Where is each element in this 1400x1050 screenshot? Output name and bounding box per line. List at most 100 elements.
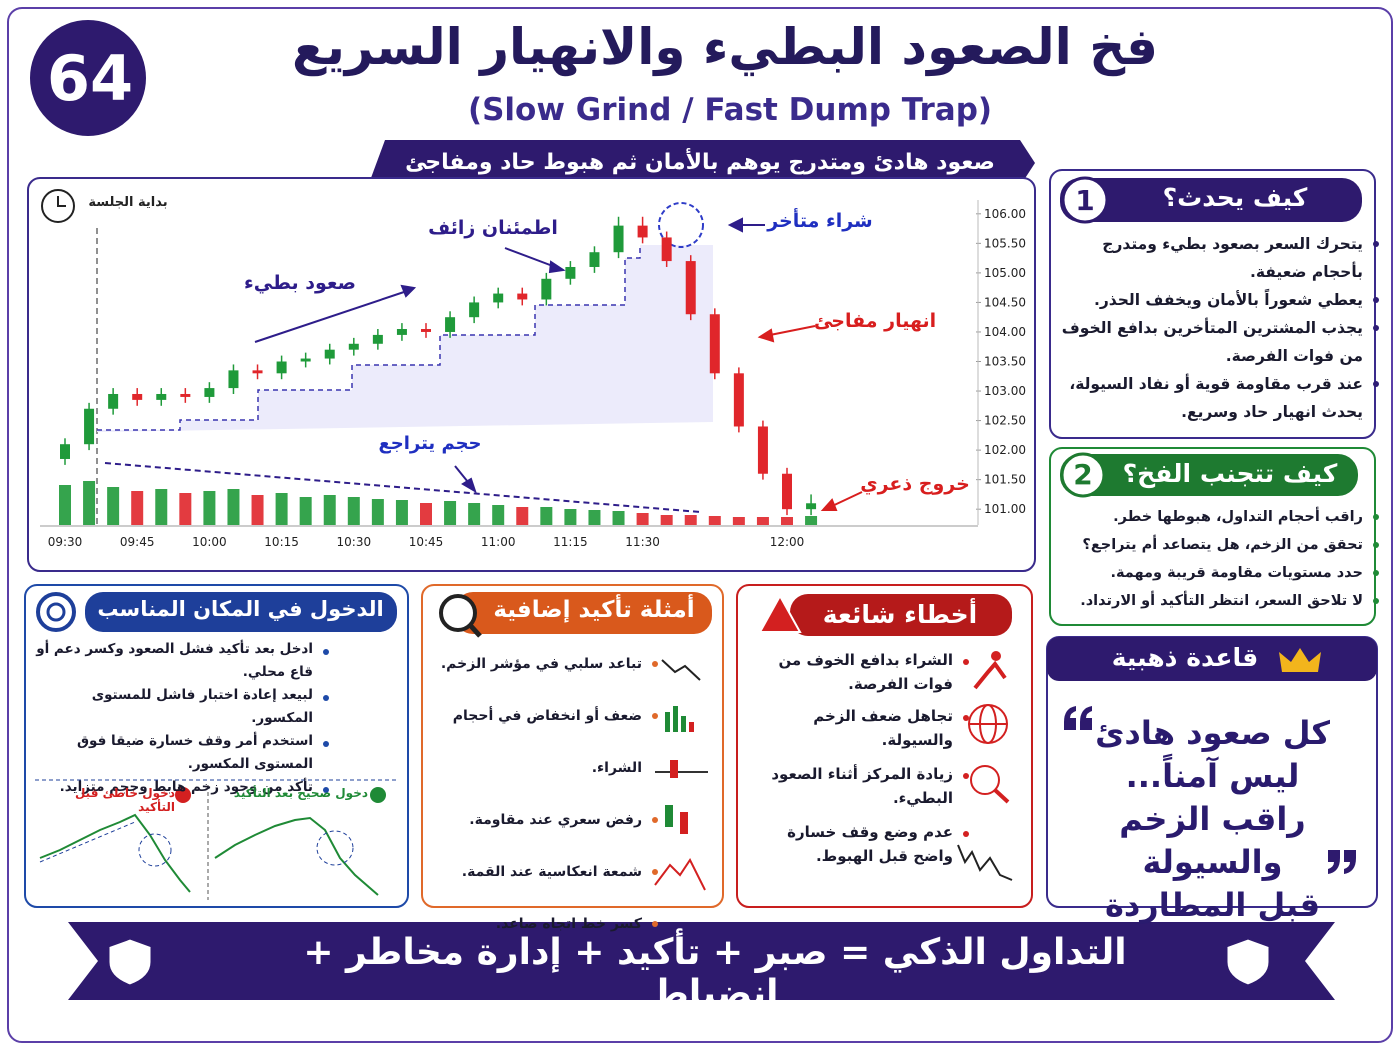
avoid-number: 2 xyxy=(1073,458,1093,491)
entry-title: الدخول في المكان المناسب xyxy=(97,597,384,621)
avoid-number-circle xyxy=(1060,452,1106,498)
confirm-header xyxy=(455,592,712,634)
list-item: لبيعد إعادة اختبار فاشل للمستوى المكسور. xyxy=(35,684,329,730)
quote-open xyxy=(1064,706,1092,730)
list-item: راقب أحجام التداول، هبوطها خطر. xyxy=(1058,503,1379,531)
list-item: ضعف أو انخفاض في أحجام الشراء. xyxy=(432,690,658,794)
mini-chart-wrong xyxy=(39,813,191,893)
annotation: حجم يتراجع xyxy=(378,433,481,454)
quote-line: كل صعود هادئ xyxy=(1095,714,1330,752)
volume-bar xyxy=(732,517,745,525)
volume-bar xyxy=(131,491,144,525)
banner-text: صعود هادئ ومتدرج يوهم بالأمان ثم هبوط حا… xyxy=(405,150,995,175)
candle-body xyxy=(517,293,528,300)
avoid-header xyxy=(1060,454,1358,496)
candle-body xyxy=(396,329,407,335)
support-steps xyxy=(97,245,641,431)
x-tick-label: 10:15 xyxy=(264,535,299,549)
how-title: كيف يحدث؟ xyxy=(1162,183,1308,212)
entry-panel xyxy=(24,584,409,908)
wrong-icon xyxy=(175,787,191,803)
volume-bar xyxy=(371,499,384,525)
candle-body xyxy=(613,225,624,253)
volume-bar xyxy=(516,507,529,525)
entry-header xyxy=(85,592,397,632)
x-tick-label: 09:30 xyxy=(48,535,83,549)
volume-bar xyxy=(708,516,721,525)
volume-bar xyxy=(588,510,601,525)
volume-bar xyxy=(420,503,432,525)
clock-hands xyxy=(57,196,66,207)
mistakes-panel xyxy=(736,584,1033,908)
confirm-icons xyxy=(654,659,708,891)
volume-bar xyxy=(107,487,120,525)
y-tick-label: 104.50 xyxy=(984,295,1026,309)
warning-icon xyxy=(758,593,802,633)
mini-circle xyxy=(316,830,354,866)
candle-body xyxy=(445,317,456,332)
annotation: شراء متأخر xyxy=(766,208,873,232)
volume-bar xyxy=(59,485,71,525)
list-item: عند قرب مقاومة قوية أو نفاد السيولة، يحد… xyxy=(1058,370,1379,426)
list-item: تحقق من الزخم، هل يتصاعد أم يتراجع؟ xyxy=(1058,531,1379,559)
x-tick-label: 11:00 xyxy=(481,535,516,549)
right-label: دخول صحيح بعد التأكيد xyxy=(233,786,368,800)
candle-body xyxy=(204,388,215,397)
quote-line: ليس آمناً... xyxy=(1125,757,1300,795)
quote-line: قبل المطاردة xyxy=(1104,886,1321,924)
mini-circle xyxy=(138,833,172,867)
quote-line: راقب الزخم والسيولة xyxy=(1119,800,1306,881)
footer-text: التداول الذكي = صبر + تأكيد + إدارة مخاط… xyxy=(303,932,1127,1014)
red-arrows xyxy=(757,325,863,511)
volume-bar xyxy=(636,513,649,525)
annotation: اطمئنان زائف xyxy=(428,217,558,239)
footer-ribbon xyxy=(68,922,1335,1000)
shield-icon xyxy=(1224,936,1272,988)
how-panel xyxy=(1049,169,1376,439)
x-tick-label: 10:30 xyxy=(337,535,372,549)
page-title: فخ الصعود البطيء والانهيار السريع xyxy=(291,18,1158,76)
candle-body xyxy=(806,503,817,510)
volume-bar xyxy=(564,509,577,525)
volume-bar xyxy=(83,481,96,525)
list-item: تباعد سلبي في مؤشر الزخم. xyxy=(432,638,658,690)
magnifier-handle xyxy=(468,623,482,638)
golden-title: قاعدة ذهبية xyxy=(1111,643,1259,672)
volume-bar xyxy=(251,495,264,525)
y-tick-label: 106.00 xyxy=(984,207,1026,221)
candle-body xyxy=(589,252,600,267)
x-tick-label: 11:15 xyxy=(553,535,588,549)
candle-body xyxy=(709,314,720,374)
candle-body xyxy=(324,349,335,359)
candle-body xyxy=(348,343,359,350)
volume-bar xyxy=(275,493,288,525)
y-tick-label: 105.50 xyxy=(984,236,1026,250)
volume-bar xyxy=(155,489,168,525)
candle-body xyxy=(156,393,167,400)
candle-body xyxy=(300,358,311,362)
entry-list: ادخل بعد تأكيد فشل الصعود وكسر دعم أو قا… xyxy=(35,638,331,799)
target-ring xyxy=(46,602,66,622)
avoid-title: كيف تتجنب الفخ؟ xyxy=(1122,459,1338,488)
list-item: لا تلاحق السعر، انتظر التأكيد أو الارتدا… xyxy=(1058,587,1379,615)
volume-bar xyxy=(444,501,457,525)
golden-quote: كل صعود هادئ ليس آمناً... راقب الزخم وال… xyxy=(1060,712,1365,927)
candle-body xyxy=(565,266,576,279)
mistakes-title: أخطاء شائعة xyxy=(822,600,978,629)
shield-icon xyxy=(106,936,154,988)
x-tick-label: 10:00 xyxy=(192,535,227,549)
magnifier-icon xyxy=(439,594,477,632)
candle-body xyxy=(180,393,191,397)
mistakes-list: الشراء بدافع الخوف من فوات الفرصة. تجاهل… xyxy=(755,648,971,876)
candle-body xyxy=(493,293,504,303)
volume-bar xyxy=(492,505,505,525)
how-number: 1 xyxy=(1075,184,1095,217)
right-icon xyxy=(370,787,386,803)
list-item: استخدم أمر وقف خسارة ضيقا فوق المستوى ال… xyxy=(35,730,329,776)
volume-bar xyxy=(805,516,818,525)
list-item: كسر خط اتجاه صاعد. xyxy=(432,898,658,950)
mistakes-header xyxy=(790,594,1012,636)
crown-icon xyxy=(1279,648,1321,672)
volume-bar xyxy=(660,515,673,525)
